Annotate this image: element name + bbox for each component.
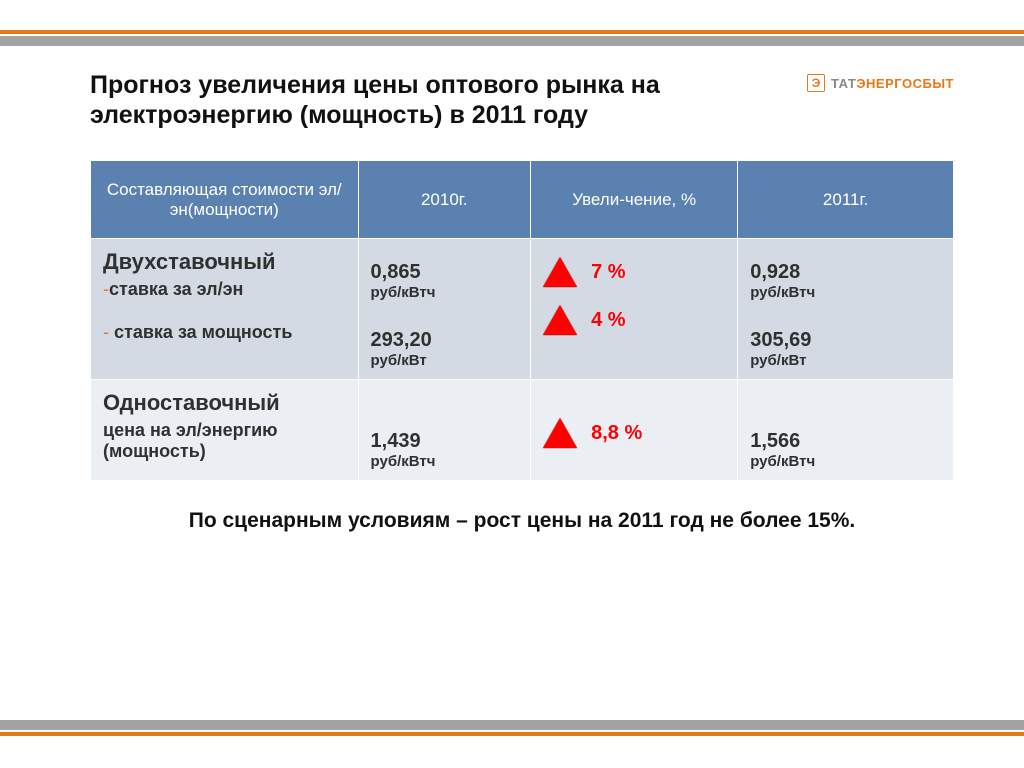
pct: 4 % — [591, 309, 625, 332]
row-title: Двухставочный — [103, 249, 346, 275]
value: 305,69 — [750, 329, 941, 352]
value: 0,865 — [371, 261, 519, 284]
pct: 8,8 % — [591, 422, 642, 445]
footnote: По сценарным условиям – рост цены на 201… — [90, 509, 954, 533]
logo-text-1: ТАТ — [831, 76, 856, 91]
table-row: Одноставочный цена на эл/энергию (мощнос… — [91, 380, 954, 481]
unit: руб/кВтч — [750, 453, 941, 470]
cell-2010: 1,439руб/кВтч — [358, 380, 531, 481]
row-sub1: -ставка за эл/эн — [103, 279, 346, 300]
slide: Прогноз увеличения цены оптового рынка н… — [0, 0, 1024, 768]
up-triangle-icon — [543, 305, 577, 335]
col-2011: 2011г. — [738, 161, 954, 239]
cell-change: 7 % 4 % — [531, 239, 738, 380]
row-label: Двухставочный -ставка за эл/эн - ставка … — [91, 239, 359, 380]
row-title: Одноставочный — [103, 390, 346, 416]
logo-mark-icon: Э — [807, 74, 825, 92]
table-header-row: Составляющая стоимости эл/эн(мощности) 2… — [91, 161, 954, 239]
decor-bar-bottom — [0, 720, 1024, 738]
cell-2011: 1,566руб/кВтч — [738, 380, 954, 481]
row-label: Одноставочный цена на эл/энергию (мощнос… — [91, 380, 359, 481]
cell-change: 8,8 % — [531, 380, 738, 481]
unit: руб/кВтч — [750, 284, 941, 301]
decor-bar-top — [0, 30, 1024, 48]
row-sub1: цена на эл/энергию (мощность) — [103, 420, 346, 462]
up-triangle-icon — [543, 257, 577, 287]
content-area: Прогноз увеличения цены оптового рынка н… — [90, 70, 954, 698]
unit: руб/кВт — [371, 352, 519, 369]
unit: руб/кВтч — [371, 284, 519, 301]
col-change: Увели-чение, % — [531, 161, 738, 239]
unit: руб/кВтч — [371, 453, 519, 470]
cell-2010: 0,865руб/кВтч 293,20руб/кВт — [358, 239, 531, 380]
row-sub2: - ставка за мощность — [103, 322, 346, 343]
value: 0,928 — [750, 261, 941, 284]
price-table: Составляющая стоимости эл/эн(мощности) 2… — [90, 160, 954, 481]
value: 1,439 — [371, 430, 519, 453]
up-triangle-icon — [543, 418, 577, 448]
value: 293,20 — [371, 329, 519, 352]
table-row: Двухставочный -ставка за эл/эн - ставка … — [91, 239, 954, 380]
col-2010: 2010г. — [358, 161, 531, 239]
cell-2011: 0,928руб/кВтч 305,69руб/кВт — [738, 239, 954, 380]
header-row: Прогноз увеличения цены оптового рынка н… — [90, 70, 954, 130]
unit: руб/кВт — [750, 352, 941, 369]
value: 1,566 — [750, 430, 941, 453]
slide-title: Прогноз увеличения цены оптового рынка н… — [90, 70, 807, 130]
col-component: Составляющая стоимости эл/эн(мощности) — [91, 161, 359, 239]
logo-text-2: ЭНЕРГОСБЫТ — [856, 76, 954, 91]
pct: 7 % — [591, 261, 625, 284]
brand-logo: Э ТАТЭНЕРГОСБЫТ — [807, 74, 954, 92]
